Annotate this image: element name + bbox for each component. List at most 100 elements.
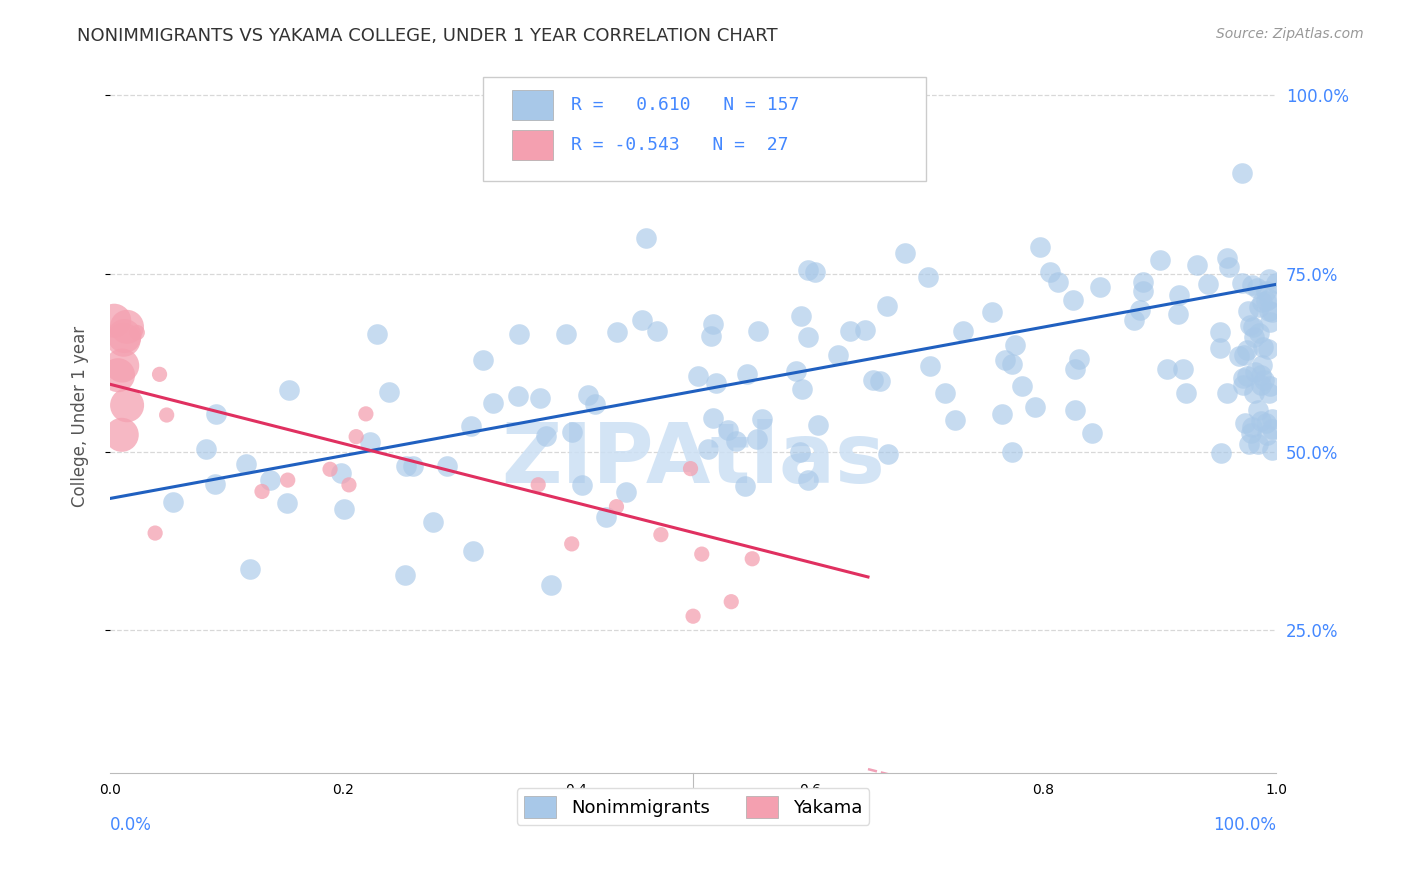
Point (1258, 379, 1281, 393)
Point (508, 145, 530, 160)
Point (1258, 303, 1281, 318)
Point (1064, 403, 1087, 417)
Point (529, 391, 551, 405)
Point (1250, 414, 1272, 428)
Point (595, 510, 617, 524)
Point (1240, 425, 1263, 440)
Point (344, 430, 367, 444)
Point (508, 327, 530, 342)
Point (1250, 368, 1272, 382)
Point (704, 376, 727, 391)
Text: ZIPAtlas: ZIPAtlas (501, 418, 884, 500)
Point (702, 411, 724, 425)
Point (1237, 437, 1260, 451)
Point (838, 325, 860, 339)
Point (952, 324, 974, 338)
Point (1123, 312, 1146, 326)
Point (1173, 361, 1195, 376)
Point (1149, 252, 1171, 267)
Point (797, 473, 820, 487)
Point (1257, 343, 1279, 357)
Point (1258, 386, 1281, 401)
Point (1247, 403, 1270, 417)
Point (605, 500, 627, 514)
Text: NONIMMIGRANTS VS YAKAMA COLLEGE, UNDER 1 YEAR CORRELATION CHART: NONIMMIGRANTS VS YAKAMA COLLEGE, UNDER 1… (77, 27, 778, 45)
Point (561, 425, 583, 440)
Point (1243, 365, 1265, 379)
Point (1175, 386, 1198, 401)
Point (1249, 326, 1271, 340)
Point (111, 427, 134, 442)
Point (259, 474, 281, 488)
Point (277, 473, 299, 487)
Point (650, 527, 672, 541)
Point (917, 269, 939, 284)
Point (702, 317, 724, 331)
Point (1253, 373, 1275, 387)
Point (697, 442, 720, 456)
Point (720, 595, 742, 609)
Point (1230, 166, 1253, 180)
Point (115, 319, 138, 334)
Point (636, 231, 658, 245)
Point (114, 329, 136, 343)
Point (807, 417, 830, 432)
Point (1241, 419, 1264, 434)
Point (1209, 341, 1232, 355)
Point (614, 484, 637, 499)
Text: Source: ZipAtlas.com: Source: ZipAtlas.com (1216, 27, 1364, 41)
Legend: Nonimmigrants, Yakama: Nonimmigrants, Yakama (517, 789, 869, 825)
Point (1167, 307, 1189, 321)
Point (630, 313, 652, 327)
Point (790, 382, 813, 396)
Point (1001, 357, 1024, 371)
Point (1081, 425, 1104, 440)
Point (1258, 292, 1281, 306)
Point (1236, 369, 1258, 384)
Point (700, 329, 723, 343)
Point (1258, 315, 1281, 329)
Point (1246, 437, 1268, 451)
Point (1004, 337, 1026, 351)
Point (1230, 276, 1253, 290)
Point (329, 466, 352, 480)
Y-axis label: College, Under 1 year: College, Under 1 year (72, 326, 89, 507)
Point (1236, 343, 1258, 357)
Point (162, 495, 184, 509)
Point (853, 323, 876, 337)
Point (869, 374, 891, 388)
Point (333, 501, 356, 516)
Point (741, 551, 763, 566)
Point (1209, 325, 1232, 339)
Point (1260, 411, 1282, 425)
Point (143, 526, 166, 541)
Point (943, 413, 966, 427)
Point (862, 373, 884, 387)
Point (1216, 386, 1239, 401)
Point (734, 478, 756, 492)
Point (111, 359, 134, 373)
Point (204, 476, 226, 491)
Point (679, 461, 702, 475)
Point (156, 408, 179, 422)
Text: 0.0%: 0.0% (110, 816, 152, 834)
Point (115, 398, 138, 412)
Text: R =   0.610   N = 157: R = 0.610 N = 157 (571, 95, 799, 113)
Point (378, 385, 401, 400)
Point (277, 383, 299, 397)
Point (319, 462, 342, 476)
Point (716, 423, 738, 437)
Point (540, 578, 562, 592)
Point (561, 537, 583, 551)
Point (359, 435, 381, 450)
Point (1168, 288, 1191, 302)
Point (461, 544, 484, 558)
Point (1067, 351, 1090, 366)
Point (571, 478, 593, 492)
Point (1218, 260, 1240, 274)
Point (1215, 251, 1237, 265)
Point (1024, 400, 1046, 414)
Point (1232, 377, 1254, 392)
Point (1257, 272, 1279, 286)
Point (1046, 275, 1069, 289)
